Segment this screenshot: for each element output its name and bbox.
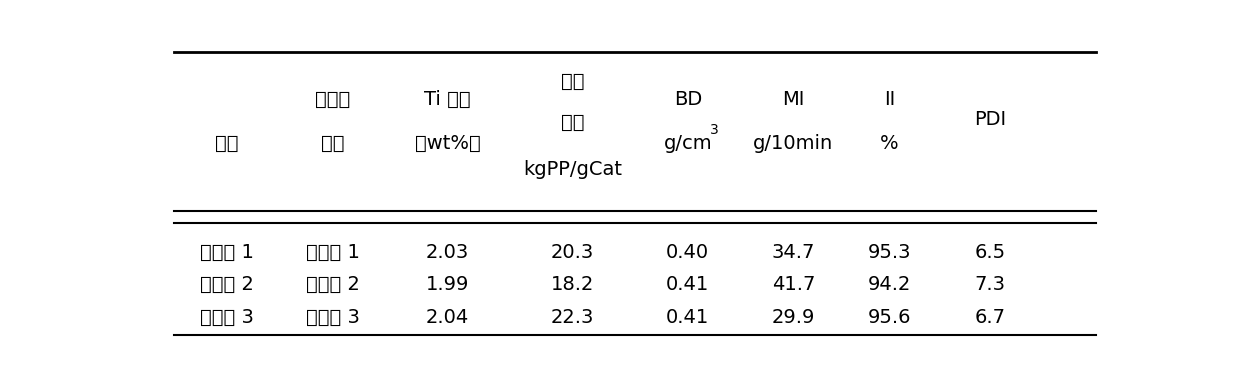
Text: 7.3: 7.3 <box>975 275 1006 295</box>
Text: Ti 含量: Ti 含量 <box>425 90 471 108</box>
Text: 内给电: 内给电 <box>315 90 351 108</box>
Text: g/cm: g/cm <box>664 134 712 153</box>
Text: 0.40: 0.40 <box>667 243 710 262</box>
Text: PDI: PDI <box>974 110 1006 129</box>
Text: 聚合: 聚合 <box>561 72 585 91</box>
Text: 2.04: 2.04 <box>426 308 470 327</box>
Text: %: % <box>880 134 898 153</box>
Text: 2.03: 2.03 <box>426 243 470 262</box>
Text: MI: MI <box>782 90 804 108</box>
Text: 41.7: 41.7 <box>772 275 815 295</box>
Text: 实施例 2: 实施例 2 <box>199 275 254 295</box>
Text: 94.2: 94.2 <box>867 275 911 295</box>
Text: 化合物 2: 化合物 2 <box>306 275 359 295</box>
Text: 活性: 活性 <box>561 113 585 132</box>
Text: （wt%）: （wt%） <box>415 134 481 153</box>
Text: 实施例 3: 实施例 3 <box>199 308 254 327</box>
Text: 0.41: 0.41 <box>667 308 710 327</box>
Text: 95.6: 95.6 <box>867 308 911 327</box>
Text: g/10min: g/10min <box>753 134 834 153</box>
Text: kgPP/gCat: kgPP/gCat <box>523 160 622 179</box>
Text: 18.2: 18.2 <box>551 275 595 295</box>
Text: 项目: 项目 <box>216 134 239 153</box>
Text: BD: BD <box>674 90 703 108</box>
Text: 0.41: 0.41 <box>667 275 710 295</box>
Text: 20.3: 20.3 <box>551 243 595 262</box>
Text: II: II <box>883 90 895 108</box>
Text: 22.3: 22.3 <box>551 308 595 327</box>
Text: 29.9: 29.9 <box>772 308 815 327</box>
Text: 34.7: 34.7 <box>772 243 815 262</box>
Text: 1.99: 1.99 <box>426 275 470 295</box>
Text: 6.5: 6.5 <box>975 243 1006 262</box>
Text: 6.7: 6.7 <box>975 308 1006 327</box>
Text: 子体: 子体 <box>321 134 344 153</box>
Text: 化合物 1: 化合物 1 <box>306 243 359 262</box>
Text: 95.3: 95.3 <box>867 243 911 262</box>
Text: 实施例 1: 实施例 1 <box>199 243 254 262</box>
Text: 化合物 3: 化合物 3 <box>306 308 359 327</box>
Text: 3: 3 <box>710 123 719 137</box>
